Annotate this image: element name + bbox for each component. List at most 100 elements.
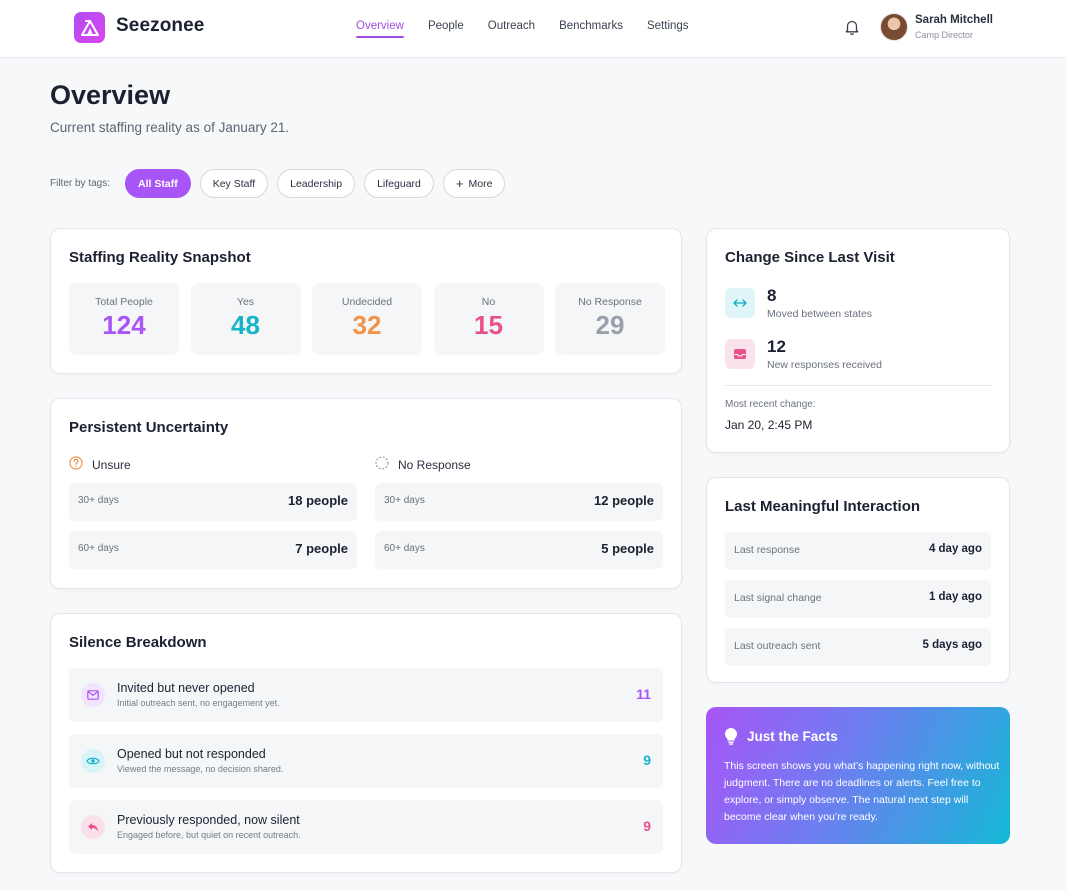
tag-filters: Filter by tags: All Staff Key Staff Lead… [50, 169, 514, 198]
more-label: More [468, 177, 493, 190]
stat-no: No 15 [433, 283, 544, 355]
main-nav: Overview People Outreach Benchmarks Sett… [356, 0, 713, 58]
lightbulb-icon [724, 727, 738, 750]
period-label: 30+ days [78, 495, 119, 506]
envelope-icon [81, 683, 105, 707]
silence-card: Silence Breakdown Invited but never open… [50, 613, 682, 873]
question-circle-icon [69, 456, 83, 473]
last-signal-change-row: Last signal change 1 day ago [725, 580, 991, 618]
interaction-value: 5 days ago [922, 639, 982, 651]
nav-overview[interactable]: Overview [356, 0, 404, 58]
tag-lifeguard[interactable]: Lifeguard [364, 169, 434, 198]
recent-change-label: Most recent change: [725, 399, 816, 410]
filter-label: Filter by tags: [50, 178, 111, 189]
tag-leadership[interactable]: Leadership [277, 169, 356, 198]
silence-item-title: Previously responded, now silent [117, 813, 300, 827]
unsure-row-60: 60+ days 7 people [69, 531, 357, 569]
snapshot-card: Staffing Reality Snapshot Total People 1… [50, 228, 682, 374]
unsure-group-header: Unsure [69, 456, 131, 473]
app-logo[interactable] [74, 12, 105, 43]
uncertainty-card: Persistent Uncertainty Unsure No Respons… [50, 398, 682, 589]
stat-value: 124 [102, 310, 146, 340]
stat-label: Yes [236, 296, 255, 308]
silence-item-count: 11 [636, 686, 651, 702]
top-bar: Seezonee Overview People Outreach Benchm… [0, 0, 1066, 58]
interaction-value: 4 day ago [928, 543, 982, 555]
just-the-facts-panel: Just the Facts This screen shows you wha… [706, 707, 1010, 844]
period-label: 60+ days [384, 543, 425, 554]
interaction-card: Last Meaningful Interaction Last respons… [706, 477, 1010, 683]
unsure-label: Unsure [92, 457, 131, 472]
stat-value: 29 [595, 310, 625, 340]
page-title: Overview [50, 80, 171, 110]
app-name: Seezonee [116, 15, 205, 36]
stat-value: 15 [474, 310, 503, 340]
no-response-group-header: No Response [375, 456, 471, 473]
change-card: Change Since Last Visit 8 Moved between … [706, 228, 1010, 453]
stat-value: 48 [231, 310, 260, 340]
moved-count: 8 [767, 286, 777, 305]
silence-title: Silence Breakdown [69, 634, 207, 651]
stat-total-people: Total People 124 [69, 283, 179, 355]
stat-no-response: No Response 29 [555, 283, 665, 355]
no-response-row-60: 60+ days 5 people [375, 531, 663, 569]
people-count: 18 people [288, 493, 348, 508]
period-label: 60+ days [78, 543, 119, 554]
silence-item-title: Opened but not responded [117, 747, 266, 761]
people-count: 12 people [594, 493, 654, 508]
nav-benchmarks[interactable]: Benchmarks [559, 20, 623, 32]
stat-label: Undecided [341, 296, 393, 308]
last-outreach-row: Last outreach sent 5 days ago [725, 628, 991, 666]
divider [725, 385, 991, 386]
nav-outreach[interactable]: Outreach [487, 20, 536, 32]
facts-body: This screen shows you what’s happening r… [724, 760, 1000, 823]
nav-people[interactable]: People [427, 20, 464, 32]
interaction-value: 1 day ago [928, 591, 982, 603]
responses-count: 12 [767, 337, 786, 356]
people-count: 7 people [295, 541, 348, 556]
people-count: 5 people [601, 541, 654, 556]
interaction-label: Last response [734, 544, 800, 556]
moved-label: Moved between states [767, 308, 873, 320]
avatar[interactable] [880, 13, 908, 41]
stat-label: No [481, 296, 496, 308]
unsure-row-30: 30+ days 18 people [69, 483, 357, 521]
silence-item-count: 9 [643, 752, 651, 768]
user-role: Camp Director [915, 30, 974, 40]
swap-arrows-icon [725, 288, 755, 318]
tag-all-staff[interactable]: All Staff [125, 169, 191, 198]
snapshot-title: Staffing Reality Snapshot [69, 249, 251, 266]
silence-row-never-opened[interactable]: Invited but never opened Initial outreac… [69, 668, 663, 722]
interaction-label: Last outreach sent [734, 640, 821, 652]
stat-undecided: Undecided 32 [312, 283, 422, 355]
more-tags-button[interactable]: + More [442, 169, 506, 198]
silence-item-desc: Initial outreach sent, no engagement yet… [117, 698, 280, 708]
silence-row-opened-not-responded[interactable]: Opened but not responded Viewed the mess… [69, 734, 663, 788]
period-label: 30+ days [384, 495, 425, 506]
silence-item-title: Invited but never opened [117, 681, 255, 695]
interaction-title: Last Meaningful Interaction [725, 498, 921, 515]
inbox-icon [725, 339, 755, 369]
no-response-label: No Response [398, 457, 471, 472]
silence-item-desc: Engaged before, but quiet on recent outr… [117, 830, 301, 840]
responses-label: New responses received [767, 359, 882, 371]
reply-icon [81, 815, 105, 839]
change-title: Change Since Last Visit [725, 249, 895, 266]
bell-icon[interactable] [843, 18, 861, 36]
stat-label: No Response [578, 296, 642, 308]
plus-icon: + [455, 176, 464, 191]
silence-item-desc: Viewed the message, no decision shared. [117, 764, 284, 774]
uncertainty-title: Persistent Uncertainty [69, 419, 229, 436]
stat-value: 32 [352, 310, 382, 340]
stat-label: Total People [95, 296, 153, 308]
page-subtitle: Current staffing reality as of January 2… [50, 120, 290, 135]
no-response-row-30: 30+ days 12 people [375, 483, 663, 521]
silence-row-now-silent[interactable]: Previously responded, now silent Engaged… [69, 800, 663, 854]
stat-yes: Yes 48 [190, 283, 301, 355]
silence-item-count: 9 [643, 818, 651, 834]
tag-key-staff[interactable]: Key Staff [199, 169, 269, 198]
nav-settings[interactable]: Settings [646, 20, 689, 32]
recent-change-value: Jan 20, 2:45 PM [725, 418, 813, 432]
last-response-row: Last response 4 day ago [725, 532, 991, 570]
camp-tent-icon [80, 19, 99, 36]
